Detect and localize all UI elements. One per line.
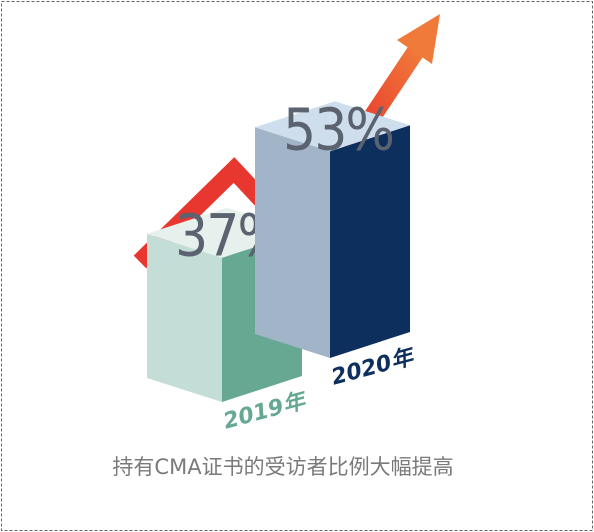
caption: 持有CMA证书的受访者比例大幅提高 — [112, 455, 453, 479]
bar-front — [147, 233, 222, 402]
bar-top — [255, 101, 410, 152]
bar-side — [330, 125, 410, 358]
value-label: 53% — [283, 95, 393, 163]
bar-front — [255, 127, 330, 358]
